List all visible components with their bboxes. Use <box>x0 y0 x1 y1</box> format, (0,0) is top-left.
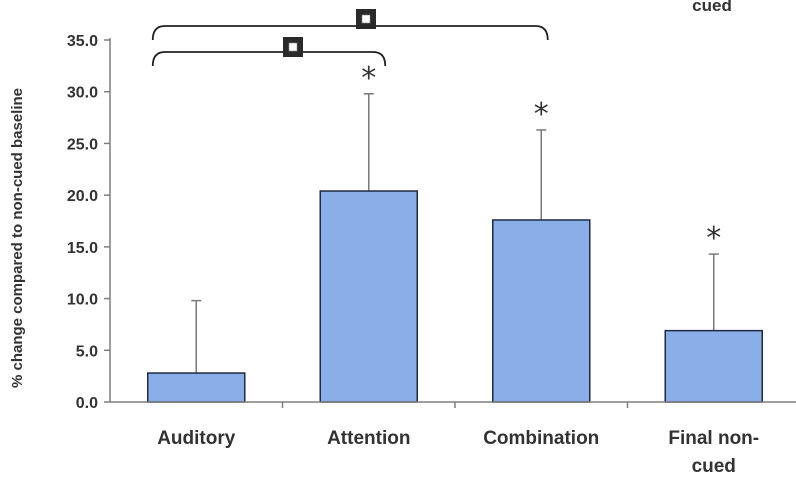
comparison-bracket <box>151 51 387 67</box>
y-tick-label: 30.0 <box>67 85 98 102</box>
y-tick-label: 0.0 <box>76 395 98 412</box>
x-category-label: Combination <box>483 428 599 449</box>
y-tick-label: 5.0 <box>76 343 98 360</box>
significance-star: * <box>534 97 549 132</box>
y-tick-label: 20.0 <box>67 188 98 205</box>
bar <box>147 372 246 403</box>
x-category-label: Final non- <box>668 428 759 449</box>
x-category-label: Auditory <box>157 428 236 449</box>
y-tick-label: 25.0 <box>67 136 98 153</box>
bars: * * * <box>147 61 763 403</box>
comparison-bracket <box>151 25 549 41</box>
y-axis-ticks: 0.0 5.0 10.0 15.0 20.0 25.0 30.0 35.0 <box>67 33 111 412</box>
y-axis-label: % change compared to non-cued baseline <box>9 88 26 388</box>
y-tick-label: 35.0 <box>67 33 98 50</box>
y-tick-label: 10.0 <box>67 292 98 309</box>
significance-star: * <box>706 221 721 256</box>
x-category-label: Attention <box>327 428 410 449</box>
significance-star: * <box>361 61 376 96</box>
x-axis-categories: Auditory Attention Combination Final non-cu… <box>110 401 796 477</box>
x-category-label: cued <box>692 456 736 477</box>
y-tick-label: 15.0 <box>67 240 98 257</box>
bar <box>492 219 591 403</box>
open-square-marker-icon <box>283 37 303 57</box>
open-square-marker-icon <box>356 9 376 29</box>
corner-text: cued <box>692 0 732 15</box>
bar <box>319 190 418 403</box>
bar <box>664 329 763 403</box>
comparison-brackets <box>151 9 549 67</box>
